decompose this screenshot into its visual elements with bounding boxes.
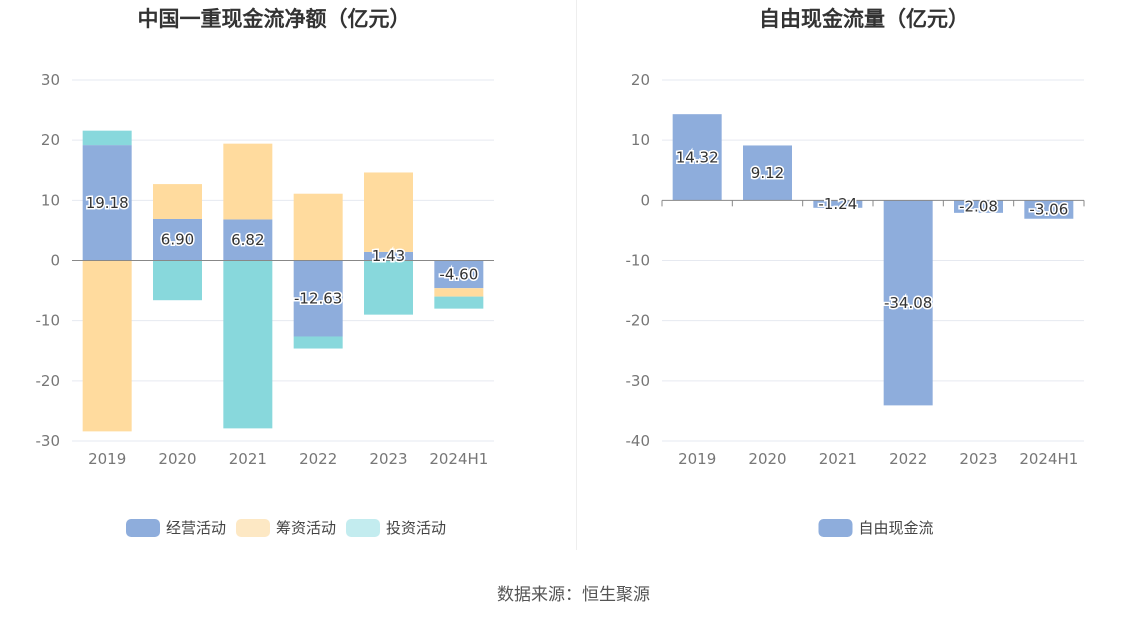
legend-label: 投资活动 [386, 519, 446, 537]
y-tick-label: -30 [626, 372, 651, 390]
y-tick-label: -10 [36, 312, 61, 330]
x-tick-label: 2019 [88, 450, 126, 468]
data-label: 19.18 [86, 194, 129, 212]
legend-swatch [236, 519, 270, 537]
y-tick-label: 20 [41, 131, 60, 149]
x-tick-label: 2021 [229, 450, 267, 468]
x-tick-label: 2024H1 [429, 450, 488, 468]
data-label: -1.24 [818, 195, 857, 213]
y-tick-label: -20 [626, 312, 651, 330]
y-tick-label: -30 [36, 432, 61, 450]
bar-自由现金流-2022 [883, 200, 933, 406]
bar-经营活动-2019 [82, 145, 132, 261]
legend-label: 自由现金流 [859, 519, 934, 537]
legend-item: 投资活动 [346, 519, 446, 537]
x-tick-label: 2021 [819, 450, 857, 468]
legend-item: 自由现金流 [818, 519, 934, 537]
bar-自由现金流-2021 [813, 200, 863, 208]
bar-筹资活动-2020 [153, 184, 202, 219]
legend-swatch [126, 519, 160, 537]
y-tick-label: -40 [626, 432, 651, 450]
bar-经营活动-2021 [223, 219, 273, 261]
data-label: -2.08 [959, 198, 998, 216]
y-tick-label: 10 [631, 131, 650, 149]
bar-投资活动-2022 [293, 336, 343, 349]
bar-自由现金流-2020 [743, 145, 792, 201]
bar-筹资活动-2021 [223, 143, 273, 220]
bar-投资活动-2024H1 [434, 296, 484, 309]
chart-divider [576, 0, 577, 550]
data-label: -4.60 [439, 265, 478, 283]
data-label: 6.90 [161, 231, 194, 249]
legend-item: 经营活动 [126, 519, 226, 537]
y-tick-label: -20 [36, 372, 61, 390]
bar-经营活动-2020 [153, 218, 202, 261]
bar-自由现金流-2024H1 [1024, 200, 1074, 219]
x-tick-label: 2022 [889, 450, 927, 468]
bar-经营活动-2024H1 [434, 260, 484, 289]
data-source-note: 数据来源：恒生聚源 [497, 585, 650, 605]
chart-1: 中国一重现金流净额（亿元） -30 -20 -10 0 10 20 30 19.18 6.90 6.… [36, 7, 494, 537]
x-tick-label: 2020 [748, 450, 786, 468]
bar-投资活动-2021 [223, 260, 273, 429]
x-tick-label: 2019 [678, 450, 716, 468]
y-tick-label: 0 [50, 252, 60, 270]
data-label: 6.82 [231, 231, 264, 249]
bar-自由现金流-2023 [954, 200, 1003, 213]
chart-title: 中国一重现金流净额（亿元） [138, 7, 411, 31]
legend-label: 筹资活动 [276, 519, 336, 537]
x-tick-label: 2023 [959, 450, 997, 468]
data-label: 9.12 [751, 164, 784, 182]
data-label: 1.43 [372, 247, 405, 265]
x-tick-label: 2023 [369, 450, 407, 468]
bar-筹资活动-2019 [82, 260, 132, 432]
charts-canvas: 中国一重现金流净额（亿元） -30 -20 -10 0 10 20 30 19.18 6.90 6.… [36, 7, 1085, 537]
data-label: 14.32 [676, 148, 719, 166]
bar-筹资活动-2022 [293, 193, 343, 261]
chart-2: 自由现金流量（亿元） -40 -30 -20 -10 0 10 20 14.32 9.12 -1.2… [626, 7, 1085, 537]
y-tick-label: 10 [41, 191, 60, 209]
bar-经营活动-2023 [364, 251, 413, 261]
x-tick-label: 2020 [158, 450, 196, 468]
legend-swatch [346, 519, 380, 537]
bar-经营活动-2022 [293, 260, 343, 337]
y-tick-label: 0 [640, 191, 650, 209]
data-label: -3.06 [1029, 201, 1068, 219]
x-tick-label: 2022 [299, 450, 337, 468]
bar-筹资活动-2024H1 [434, 288, 484, 297]
y-tick-label: 30 [41, 71, 60, 89]
bar-投资活动-2020 [153, 260, 202, 301]
bar-自由现金流-2019 [672, 114, 722, 201]
y-tick-label: -10 [626, 252, 651, 270]
bar-投资活动-2019 [82, 130, 132, 146]
legend-label: 经营活动 [166, 519, 226, 537]
x-tick-label: 2024H1 [1019, 450, 1078, 468]
legend-swatch [818, 519, 853, 537]
bar-投资活动-2023 [364, 260, 413, 315]
data-label: -12.63 [294, 289, 342, 307]
bar-筹资活动-2023 [364, 172, 413, 252]
data-label: -34.08 [884, 294, 932, 312]
legend-item: 筹资活动 [236, 519, 336, 537]
y-tick-label: 20 [631, 71, 650, 89]
chart-title: 自由现金流量（亿元） [759, 7, 969, 31]
